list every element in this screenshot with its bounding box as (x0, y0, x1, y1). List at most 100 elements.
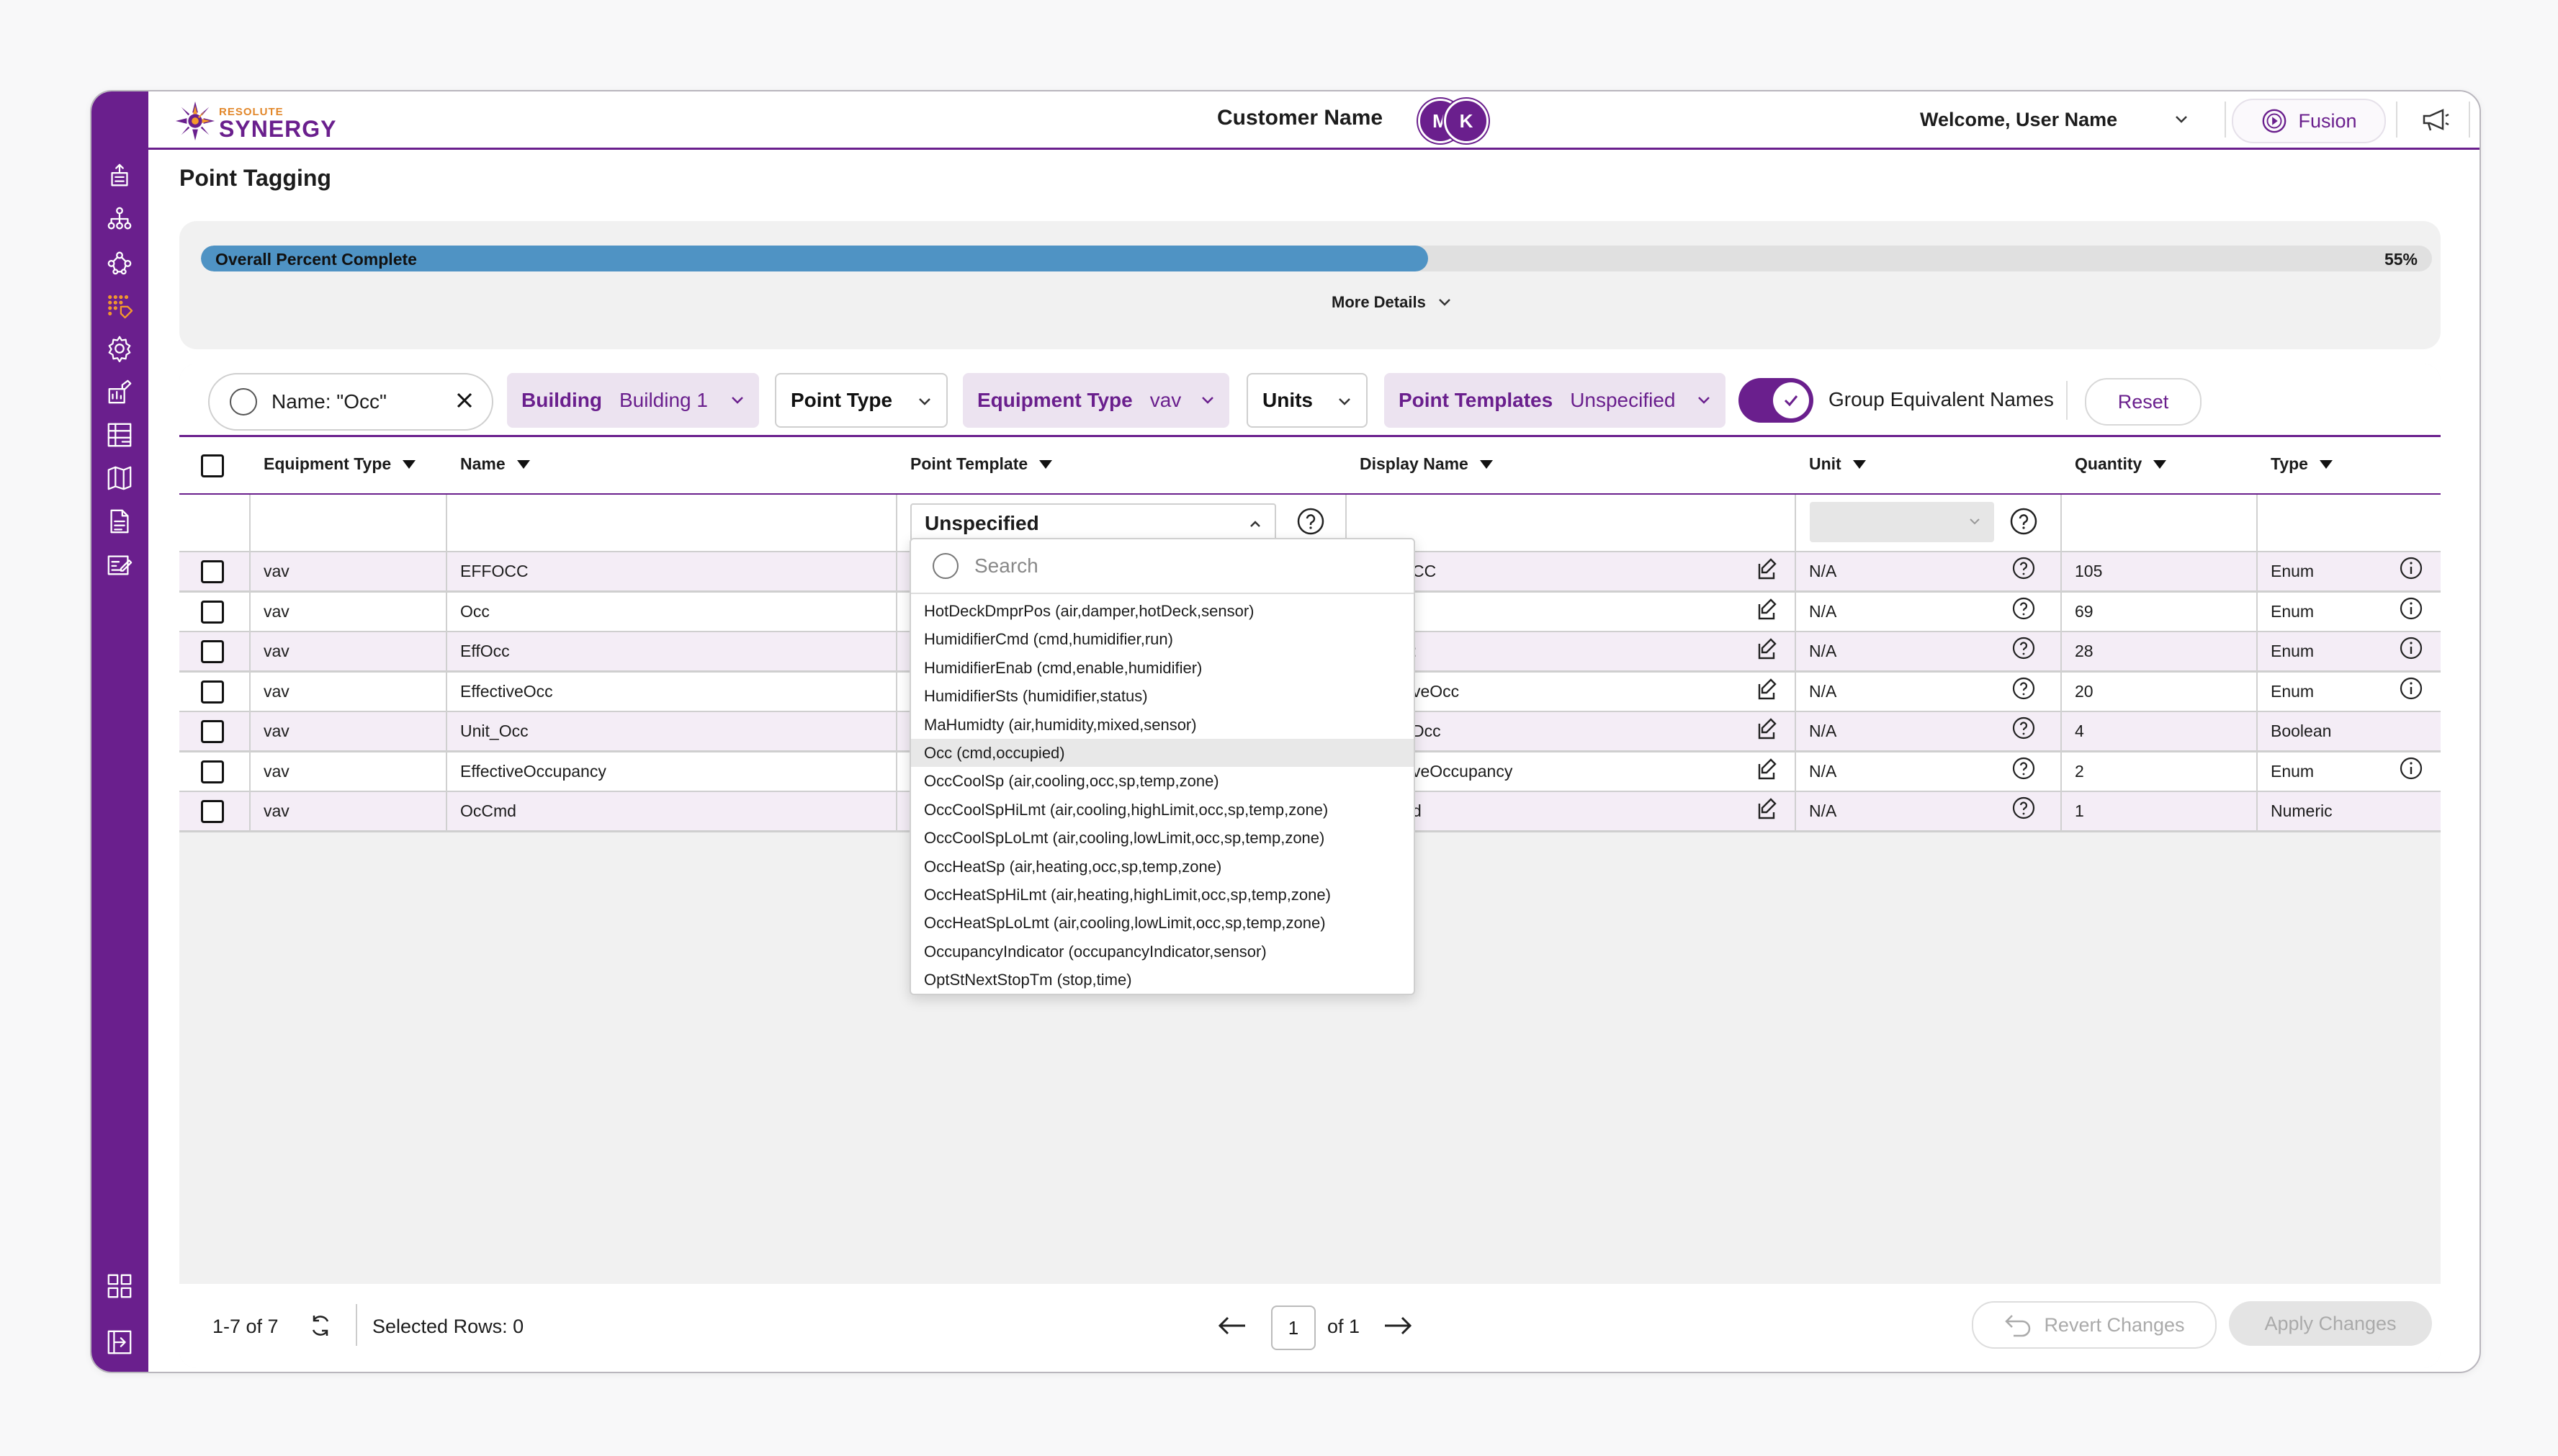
welcome-user-menu[interactable]: Welcome, User Name (1920, 109, 2118, 130)
header-display-name[interactable]: Display Name (1360, 454, 1493, 474)
dropdown-option[interactable]: HumidifierCmd (cmd,humidifier,run) (924, 630, 1173, 649)
edit-icon[interactable] (1756, 597, 1781, 621)
divider (2066, 381, 2068, 420)
hierarchy-icon[interactable] (104, 204, 135, 234)
column-divider (2256, 632, 2258, 672)
edit-icon[interactable] (1756, 757, 1781, 781)
settings-icon[interactable] (104, 333, 135, 364)
help-icon[interactable] (2011, 716, 2036, 740)
building-filter[interactable]: Building Building 1 (507, 373, 759, 428)
header-name[interactable]: Name (460, 454, 530, 474)
row-checkbox[interactable] (201, 560, 224, 583)
cell-type: Enum (2271, 642, 2315, 660)
dropdown-option[interactable]: HumidifierSts (humidifier,status) (924, 687, 1148, 706)
announcement-icon[interactable] (2418, 103, 2451, 136)
point-tagging-icon[interactable] (104, 290, 135, 320)
apps-grid-icon[interactable] (104, 1271, 135, 1301)
building-upload-icon[interactable] (104, 161, 135, 191)
cell-display-name[interactable]: veOccupancy (1412, 761, 1513, 781)
row-checkbox[interactable] (201, 760, 224, 783)
progress-label: Overall Percent Complete (215, 250, 417, 269)
dropdown-search-input[interactable]: Search (911, 539, 1414, 594)
clear-search-icon[interactable] (452, 387, 477, 413)
edit-icon[interactable] (1756, 796, 1781, 821)
point-type-filter[interactable]: Point Type (775, 373, 948, 428)
fusion-button[interactable]: Fusion (2232, 99, 2386, 143)
cell-unit: N/A (1809, 761, 1837, 781)
row-checkbox[interactable] (201, 720, 224, 743)
dropdown-option[interactable]: OccCoolSpLoLmt (air,cooling,lowLimit,occ… (924, 829, 1325, 848)
edit-form-icon[interactable] (104, 549, 135, 580)
cell-display-name[interactable]: CC (1412, 562, 1437, 580)
header-unit[interactable]: Unit (1809, 454, 1866, 474)
chevron-down-icon[interactable] (2171, 109, 2192, 130)
cell-display-name[interactable]: veOcc (1412, 681, 1460, 701)
document-icon[interactable] (104, 506, 135, 536)
help-icon[interactable] (2011, 756, 2036, 781)
edit-icon[interactable] (1756, 716, 1781, 741)
apply-changes-button[interactable]: Apply Changes (2229, 1301, 2432, 1346)
dropdown-option[interactable]: OptStNextStopTm (stop,time) (924, 971, 1132, 989)
page-number-input[interactable]: 1 (1271, 1306, 1316, 1350)
select-all-checkbox[interactable] (201, 454, 224, 477)
grid-list-icon[interactable] (104, 420, 135, 450)
search-icon (230, 388, 257, 415)
dropdown-option[interactable]: OccHeatSpLoLmt (air,cooling,lowLimit,occ… (924, 914, 1326, 933)
dropdown-option[interactable]: MaHumidty (air,humidity,mixed,sensor) (924, 715, 1197, 734)
revert-changes-button[interactable]: Revert Changes (1972, 1301, 2217, 1349)
help-icon[interactable] (2011, 596, 2036, 621)
dropdown-option[interactable]: OccCoolSpHiLmt (air,cooling,highLimit,oc… (924, 800, 1329, 819)
edit-icon[interactable] (1756, 557, 1781, 581)
edit-icon[interactable] (1756, 637, 1781, 661)
help-icon[interactable] (2011, 636, 2036, 660)
info-icon[interactable] (2399, 596, 2423, 621)
reset-button[interactable]: Reset (2085, 378, 2202, 426)
dropdown-option[interactable]: OccHeatSp (air,heating,occ,sp,temp,zone) (924, 857, 1222, 876)
row-checkbox[interactable] (201, 600, 224, 624)
chevron-down-icon (919, 398, 930, 405)
help-icon[interactable] (2011, 676, 2036, 701)
info-icon[interactable] (2399, 756, 2423, 781)
logout-icon[interactable] (104, 1327, 135, 1357)
dropdown-option[interactable]: OccHeatSpHiLmt (air,heating,highLimit,oc… (924, 886, 1331, 904)
help-icon[interactable] (2011, 556, 2036, 580)
equipment-type-filter[interactable]: Equipment Type vav (963, 373, 1229, 428)
dropdown-option[interactable]: OccupancyIndicator (occupancyIndicator,s… (924, 942, 1267, 961)
unit-select[interactable] (1810, 502, 1994, 542)
previous-page-arrow-icon[interactable] (1216, 1313, 1248, 1339)
dropdown-option[interactable]: HotDeckDmprPos (air,damper,hotDeck,senso… (924, 602, 1255, 620)
help-icon[interactable] (2011, 796, 2036, 820)
network-icon[interactable] (104, 247, 135, 277)
group-equivalent-toggle[interactable] (1738, 378, 1813, 423)
units-filter[interactable]: Units (1247, 373, 1368, 428)
row-checkbox[interactable] (201, 800, 224, 823)
dropdown-option[interactable]: HumidifierEnab (cmd,enable,humidifier) (924, 658, 1203, 677)
info-icon[interactable] (2399, 636, 2423, 660)
more-details-toggle[interactable]: More Details (1332, 293, 1453, 312)
info-icon[interactable] (2399, 556, 2423, 580)
edit-icon[interactable] (1756, 677, 1781, 701)
row-checkbox[interactable] (201, 640, 224, 663)
cell-display-name[interactable]: Dcc (1412, 722, 1441, 740)
table-footer: 1-7 of 7 Selected Rows: 0 1 of 1 Revert … (179, 1284, 2441, 1368)
row-checkbox[interactable] (201, 680, 224, 704)
header-point-template[interactable]: Point Template (910, 454, 1053, 474)
refresh-icon[interactable] (306, 1311, 335, 1340)
point-template-select[interactable]: Unspecified (910, 503, 1276, 544)
info-icon[interactable] (2399, 676, 2423, 701)
dropdown-option[interactable]: OccCoolSp (air,cooling,occ,sp,temp,zone) (924, 772, 1219, 791)
header-type[interactable]: Type (2271, 454, 2333, 474)
next-page-arrow-icon[interactable] (1382, 1313, 1414, 1339)
name-search-filter[interactable]: Name: "Occ" (208, 373, 493, 431)
header-quantity[interactable]: Quantity (2075, 454, 2167, 474)
avatar-k[interactable]: K (1444, 99, 1489, 143)
map-icon[interactable] (104, 463, 135, 493)
dropdown-option[interactable]: Occ (cmd,occupied) (911, 739, 1414, 767)
overall-progress-bar: Overall Percent Complete 55% (201, 246, 2432, 271)
brand-logo[interactable]: RESOLUTE SYNERGY (174, 97, 362, 142)
help-icon[interactable] (2009, 506, 2039, 536)
point-templates-filter[interactable]: Point Templates Unspecified (1384, 373, 1725, 428)
help-icon[interactable] (1296, 506, 1326, 536)
header-equipment-type[interactable]: Equipment Type (264, 454, 416, 474)
reports-icon[interactable] (104, 377, 135, 407)
